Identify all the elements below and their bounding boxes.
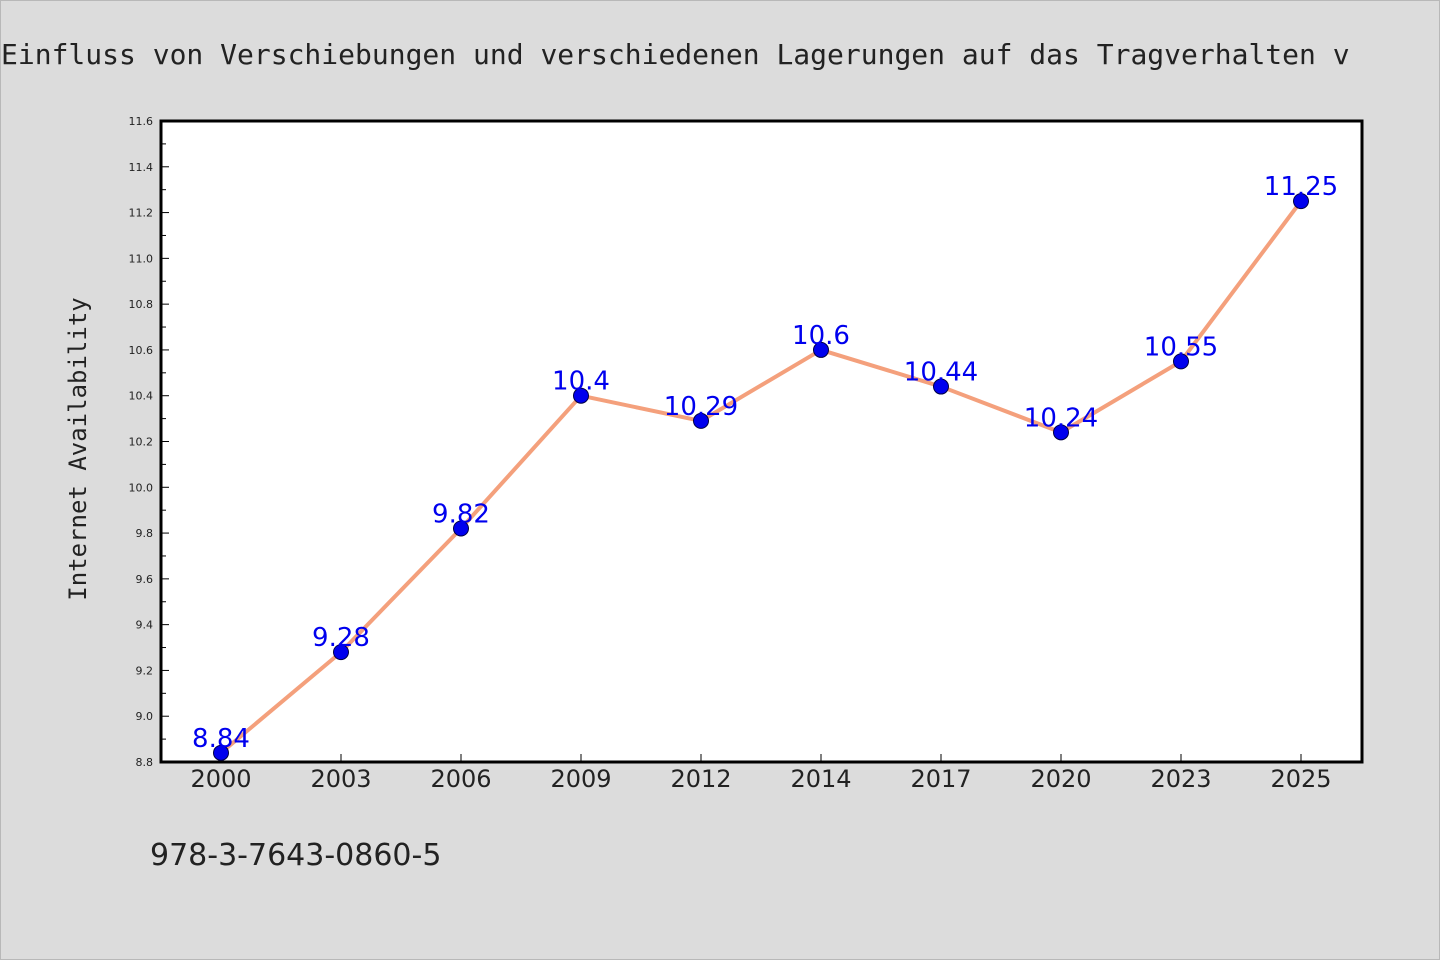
y-tick-label: 11.4 (129, 161, 154, 174)
data-label: 9.28 (312, 623, 370, 653)
y-axis: 8.8 9.0 9.2 9.4 9.6 9.8 10.0 10.2 10.4 10.6 10.8 11… (129, 115, 169, 769)
plot-area (159, 119, 1364, 764)
x-tick-label: 2006 (430, 765, 491, 793)
y-tick-label: 11.2 (129, 207, 154, 220)
y-tick-label: 9.2 (136, 664, 154, 677)
series-revenue-line: 8.84 9.28 9.82 10.4 10.29 10.6 10.44 10.24 10.55… (192, 172, 1338, 761)
x-tick-label: 2025 (1270, 765, 1331, 793)
x-tick-label: 2000 (190, 765, 251, 793)
x-tick-label: 2020 (1030, 765, 1091, 793)
series-line (219, 199, 1303, 755)
y-tick-label: 10.6 (129, 344, 154, 357)
x-tick-label: 2009 (550, 765, 611, 793)
y-tick-label: 10.2 (129, 436, 154, 449)
data-point-marker (453, 520, 469, 537)
y-tick-label: 9.0 (136, 710, 154, 723)
y-tick-label: 10.8 (129, 298, 154, 311)
data-label: 10.24 (1024, 403, 1098, 433)
data-label: 10.44 (904, 358, 978, 388)
y-tick-label: 9.4 (136, 619, 154, 632)
x-tick-label: 2017 (910, 765, 971, 793)
y-tick-label: 8.8 (136, 756, 154, 769)
data-point-marker (933, 378, 949, 395)
data-point-marker (813, 341, 829, 358)
y-axis-label: Internet Availability (64, 297, 92, 600)
data-point-marker (1293, 193, 1309, 210)
data-label: 8.84 (192, 724, 250, 754)
data-point-marker (693, 412, 709, 429)
y-tick-label: 10.0 (129, 481, 154, 494)
data-label: 11.25 (1264, 172, 1338, 202)
y-tick-label: 11.0 (129, 252, 154, 265)
x-tick-label: 2014 (790, 765, 851, 793)
footnote-isbn: 978-3-7643-0860-5 (150, 838, 441, 873)
data-label: 9.82 (432, 499, 490, 529)
x-tick-label: 2012 (670, 765, 731, 793)
data-label: 10.29 (664, 392, 738, 422)
data-point-marker (573, 387, 589, 404)
y-tick-label: 11.6 (129, 115, 154, 128)
y-tick-label: 9.8 (136, 527, 154, 540)
x-tick-label: 2023 (1150, 765, 1211, 793)
y-tick-label: 10.4 (129, 390, 154, 403)
data-point-marker (333, 644, 349, 661)
data-point-marker (1173, 353, 1189, 370)
data-point-marker (213, 744, 229, 761)
data-label: 10.4 (552, 367, 610, 397)
x-axis: 2000 2003 2006 2009 2012 2014 2017 2020 2023 2025 (190, 754, 1332, 793)
data-label: 10.6 (792, 321, 850, 351)
data-point-marker (1053, 424, 1069, 441)
chart-title: Einfluss von Verschiebungen und verschie… (1, 38, 1350, 71)
x-tick-label: 2003 (310, 765, 371, 793)
y-tick-label: 9.6 (136, 573, 154, 586)
data-label: 10.55 (1144, 332, 1218, 362)
